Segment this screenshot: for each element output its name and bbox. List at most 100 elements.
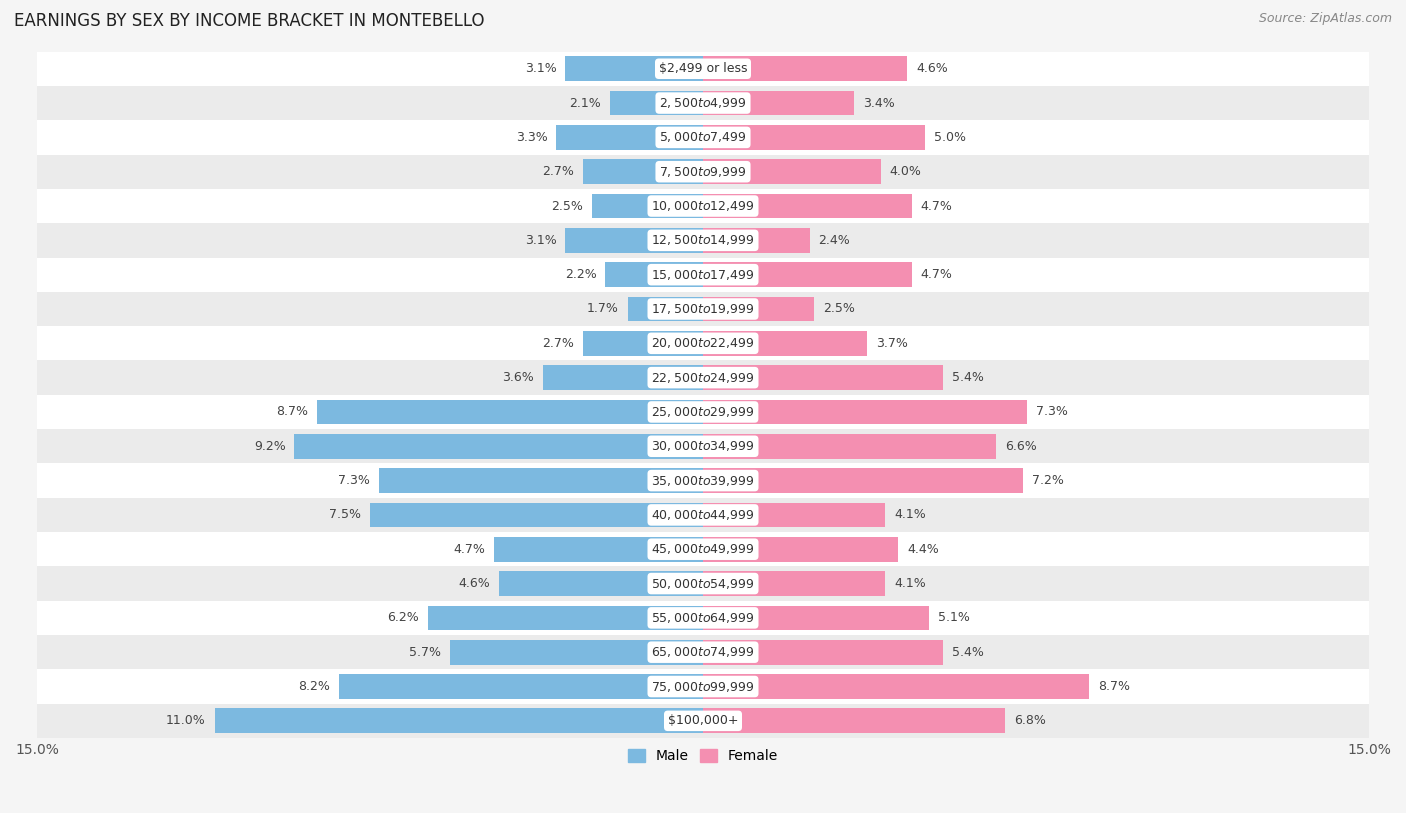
Text: $25,000 to $29,999: $25,000 to $29,999	[651, 405, 755, 419]
Bar	[37, 224, 1369, 258]
Text: $75,000 to $99,999: $75,000 to $99,999	[651, 680, 755, 693]
Bar	[592, 193, 703, 219]
Bar	[703, 56, 907, 81]
Text: 6.8%: 6.8%	[1014, 715, 1046, 728]
Bar	[543, 365, 703, 390]
Bar	[37, 326, 1369, 360]
Bar	[427, 606, 703, 630]
Text: $50,000 to $54,999: $50,000 to $54,999	[651, 576, 755, 590]
Bar	[703, 400, 1028, 424]
Legend: Male, Female: Male, Female	[623, 744, 783, 769]
Bar	[378, 468, 703, 493]
Bar	[557, 125, 703, 150]
Bar	[499, 572, 703, 596]
Text: $45,000 to $49,999: $45,000 to $49,999	[651, 542, 755, 556]
Bar	[703, 434, 995, 459]
Bar	[37, 86, 1369, 120]
Bar	[703, 297, 814, 321]
Text: 4.1%: 4.1%	[894, 577, 925, 590]
Text: 5.0%: 5.0%	[934, 131, 966, 144]
Text: $35,000 to $39,999: $35,000 to $39,999	[651, 474, 755, 488]
Bar	[37, 154, 1369, 189]
Text: 5.4%: 5.4%	[952, 371, 984, 384]
Text: $100,000+: $100,000+	[668, 715, 738, 728]
Text: $2,499 or less: $2,499 or less	[659, 63, 747, 76]
Bar	[37, 360, 1369, 395]
Bar	[703, 606, 929, 630]
Text: $20,000 to $22,499: $20,000 to $22,499	[651, 337, 755, 350]
Bar	[565, 56, 703, 81]
Text: $10,000 to $12,499: $10,000 to $12,499	[651, 199, 755, 213]
Text: 7.3%: 7.3%	[337, 474, 370, 487]
Text: 2.5%: 2.5%	[823, 302, 855, 315]
Text: 4.7%: 4.7%	[454, 543, 485, 556]
Text: 2.1%: 2.1%	[569, 97, 600, 110]
Bar	[703, 91, 853, 115]
Text: $12,500 to $14,999: $12,500 to $14,999	[651, 233, 755, 247]
Bar	[583, 331, 703, 355]
Text: 9.2%: 9.2%	[254, 440, 285, 453]
Bar	[495, 537, 703, 562]
Text: $55,000 to $64,999: $55,000 to $64,999	[651, 611, 755, 625]
Bar	[294, 434, 703, 459]
Bar	[37, 258, 1369, 292]
Bar	[37, 498, 1369, 532]
Text: 2.5%: 2.5%	[551, 199, 583, 212]
Bar	[450, 640, 703, 664]
Bar	[37, 704, 1369, 738]
Bar	[610, 91, 703, 115]
Bar	[37, 635, 1369, 669]
Text: 6.6%: 6.6%	[1005, 440, 1036, 453]
Text: $17,500 to $19,999: $17,500 to $19,999	[651, 302, 755, 316]
Bar	[703, 125, 925, 150]
Bar	[37, 669, 1369, 704]
Bar	[606, 263, 703, 287]
Text: 8.2%: 8.2%	[298, 680, 330, 693]
Text: 3.1%: 3.1%	[524, 63, 557, 76]
Text: EARNINGS BY SEX BY INCOME BRACKET IN MONTEBELLO: EARNINGS BY SEX BY INCOME BRACKET IN MON…	[14, 12, 485, 30]
Text: 4.7%: 4.7%	[921, 268, 952, 281]
Text: 4.7%: 4.7%	[921, 199, 952, 212]
Bar	[703, 537, 898, 562]
Text: $15,000 to $17,499: $15,000 to $17,499	[651, 267, 755, 281]
Text: $7,500 to $9,999: $7,500 to $9,999	[659, 165, 747, 179]
Bar	[703, 263, 911, 287]
Text: 2.2%: 2.2%	[565, 268, 596, 281]
Bar	[703, 228, 810, 253]
Text: 8.7%: 8.7%	[1098, 680, 1130, 693]
Text: 8.7%: 8.7%	[276, 406, 308, 419]
Bar	[703, 331, 868, 355]
Text: 5.1%: 5.1%	[938, 611, 970, 624]
Text: 7.3%: 7.3%	[1036, 406, 1069, 419]
Text: 2.4%: 2.4%	[818, 234, 851, 247]
Bar	[339, 674, 703, 699]
Bar	[583, 159, 703, 184]
Text: Source: ZipAtlas.com: Source: ZipAtlas.com	[1258, 12, 1392, 25]
Text: $65,000 to $74,999: $65,000 to $74,999	[651, 646, 755, 659]
Text: 2.7%: 2.7%	[543, 165, 574, 178]
Bar	[703, 572, 884, 596]
Bar	[703, 468, 1022, 493]
Text: 7.2%: 7.2%	[1032, 474, 1063, 487]
Text: 3.4%: 3.4%	[863, 97, 894, 110]
Bar	[37, 532, 1369, 567]
Bar	[37, 601, 1369, 635]
Text: 5.7%: 5.7%	[409, 646, 441, 659]
Bar	[370, 502, 703, 528]
Bar	[627, 297, 703, 321]
Bar	[565, 228, 703, 253]
Bar	[703, 159, 880, 184]
Text: 4.6%: 4.6%	[458, 577, 489, 590]
Bar	[703, 365, 943, 390]
Text: 5.4%: 5.4%	[952, 646, 984, 659]
Text: 4.1%: 4.1%	[894, 508, 925, 521]
Bar	[37, 120, 1369, 154]
Bar	[703, 640, 943, 664]
Bar	[316, 400, 703, 424]
Bar	[37, 395, 1369, 429]
Text: $5,000 to $7,499: $5,000 to $7,499	[659, 130, 747, 145]
Bar	[37, 189, 1369, 224]
Text: 6.2%: 6.2%	[387, 611, 419, 624]
Bar	[37, 292, 1369, 326]
Bar	[215, 708, 703, 733]
